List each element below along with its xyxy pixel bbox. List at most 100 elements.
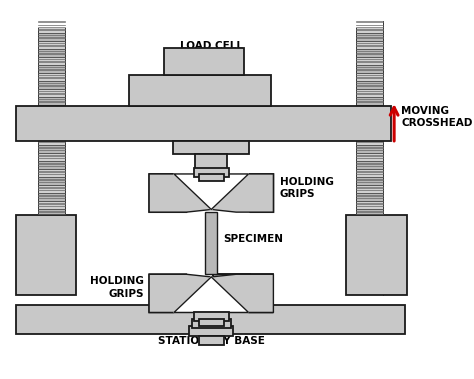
Polygon shape — [149, 174, 210, 212]
Bar — [356, 287, 383, 295]
Bar — [356, 185, 383, 193]
Bar — [356, 55, 383, 63]
Bar — [38, 71, 65, 79]
Bar — [355, 0, 383, 28]
Bar — [189, 326, 234, 337]
Bar — [356, 223, 383, 231]
Bar — [356, 207, 383, 215]
Bar — [38, 208, 65, 216]
Polygon shape — [174, 277, 248, 312]
Bar — [356, 137, 383, 145]
Bar — [356, 111, 383, 119]
Bar — [38, 183, 65, 191]
Bar — [356, 25, 383, 33]
Bar — [38, 135, 65, 143]
Bar — [38, 191, 65, 199]
Bar — [38, 127, 65, 135]
Bar — [356, 81, 383, 89]
Bar — [192, 319, 231, 327]
Bar — [38, 193, 65, 200]
Bar — [38, 57, 65, 65]
Bar — [356, 71, 383, 79]
Bar — [38, 97, 65, 105]
Bar — [38, 159, 65, 167]
Bar — [38, 47, 65, 55]
Bar — [38, 65, 65, 73]
Polygon shape — [213, 274, 273, 312]
Bar — [199, 337, 224, 345]
Bar — [356, 279, 383, 287]
Bar — [38, 255, 65, 263]
Bar — [346, 215, 407, 295]
Bar — [38, 177, 65, 185]
Bar — [38, 17, 65, 25]
Bar — [38, 185, 65, 193]
Bar — [38, 33, 65, 41]
Text: LOAD CELL: LOAD CELL — [180, 41, 243, 51]
Bar — [355, 0, 383, 28]
Polygon shape — [174, 174, 248, 210]
Bar — [38, 137, 65, 145]
Bar — [356, 121, 383, 129]
Text: STATIONARY BASE: STATIONARY BASE — [158, 336, 264, 346]
Text: HOLDING
GRIPS: HOLDING GRIPS — [90, 276, 144, 299]
Bar — [356, 103, 383, 111]
Bar — [195, 154, 227, 174]
Bar — [356, 31, 383, 39]
Bar — [356, 65, 383, 73]
Bar — [38, 215, 65, 223]
Bar — [199, 174, 224, 181]
Bar — [38, 231, 65, 239]
Bar — [16, 106, 391, 141]
Bar — [38, 105, 65, 113]
Bar — [356, 161, 383, 169]
Bar — [38, 199, 65, 207]
Bar — [38, 15, 65, 23]
Bar — [38, 143, 65, 151]
Bar — [193, 168, 229, 177]
Bar — [356, 208, 383, 216]
Bar — [38, 63, 65, 71]
Bar — [356, 33, 383, 41]
Bar — [356, 89, 383, 97]
Bar — [38, 81, 65, 89]
Bar — [38, 207, 65, 215]
Bar — [356, 49, 383, 57]
Bar — [38, 223, 65, 231]
Bar — [356, 17, 383, 25]
Bar — [356, 191, 383, 199]
Bar — [38, 89, 65, 97]
Bar — [38, 87, 65, 95]
Bar — [38, 73, 65, 81]
Bar — [356, 95, 383, 103]
Bar — [38, 279, 65, 287]
Bar — [205, 212, 218, 274]
Text: HOLDING
GRIPS: HOLDING GRIPS — [280, 177, 334, 199]
Bar — [38, 153, 65, 161]
Polygon shape — [149, 174, 211, 212]
Bar — [37, 0, 66, 28]
Bar — [356, 200, 383, 208]
Bar — [356, 39, 383, 47]
Bar — [356, 177, 383, 185]
Bar — [38, 95, 65, 103]
Bar — [356, 231, 383, 239]
Bar — [38, 175, 65, 183]
Bar — [38, 111, 65, 119]
Bar — [38, 31, 65, 39]
Bar — [356, 167, 383, 175]
Bar — [38, 287, 65, 295]
Text: SPECIMEN: SPECIMEN — [224, 234, 284, 244]
Bar — [38, 271, 65, 279]
Bar — [16, 215, 76, 295]
Bar — [356, 23, 383, 31]
Bar — [356, 153, 383, 161]
Text: MOVING
CROSSHEAD: MOVING CROSSHEAD — [401, 106, 473, 128]
Bar — [173, 141, 249, 154]
Bar — [38, 119, 65, 127]
Bar — [356, 169, 383, 177]
Bar — [37, 216, 66, 261]
Bar — [356, 97, 383, 105]
Polygon shape — [211, 174, 273, 212]
Bar — [356, 263, 383, 271]
